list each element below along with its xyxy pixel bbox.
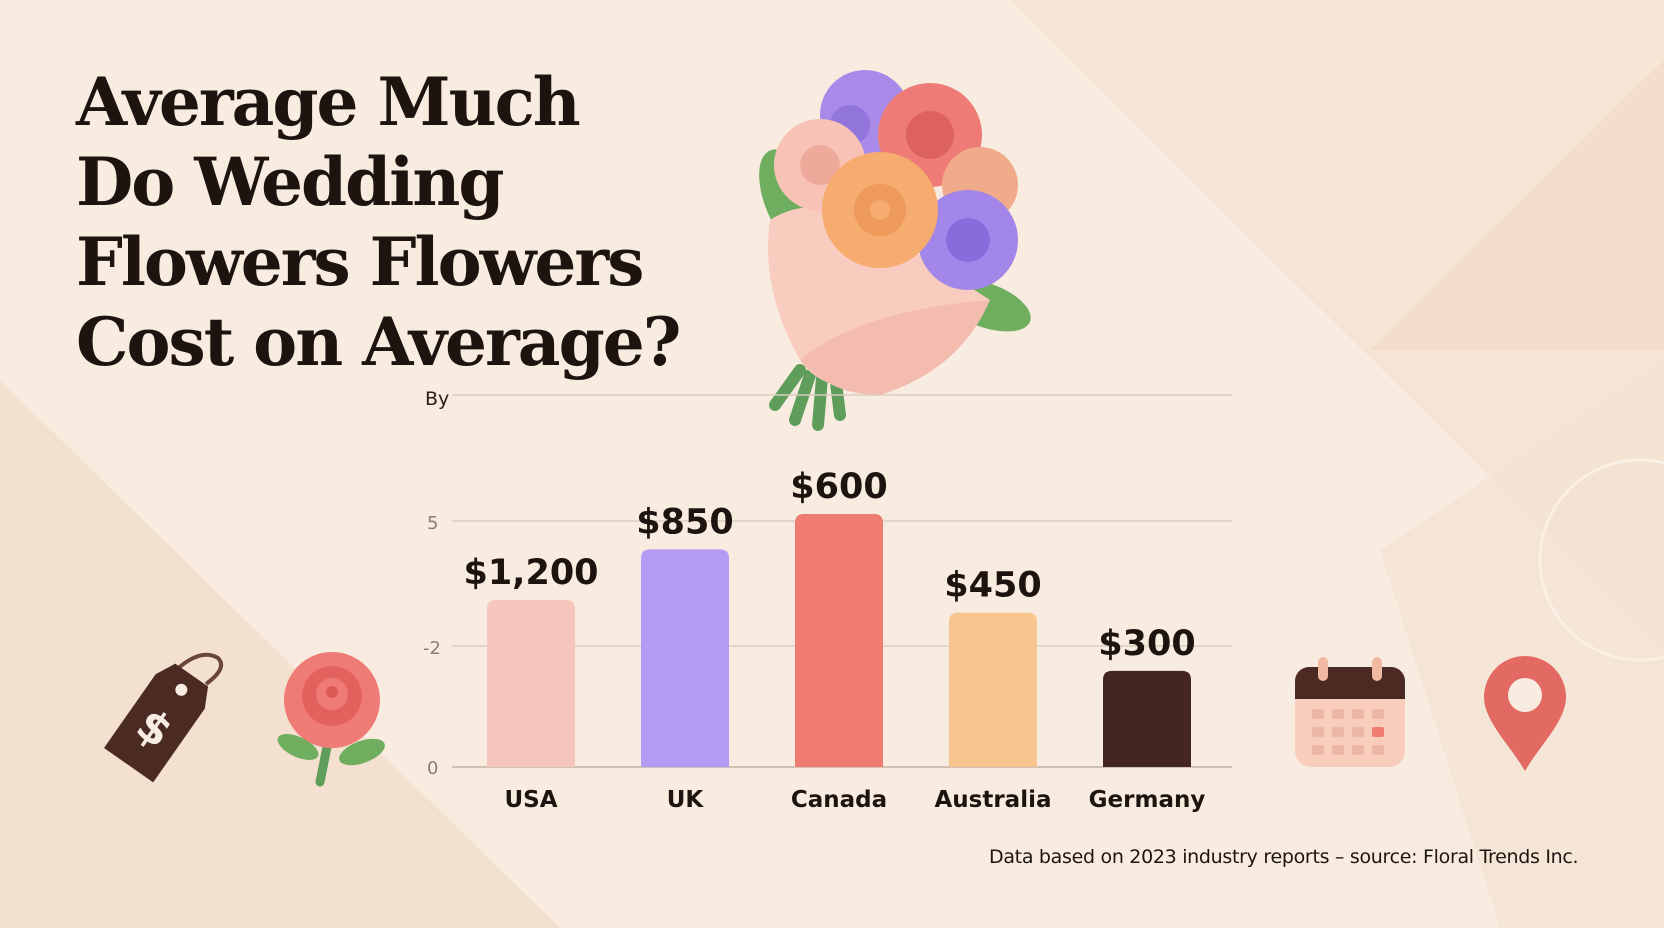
bouquet-icon	[759, 70, 1031, 431]
value-label: $850	[636, 502, 733, 542]
bar-australia	[949, 612, 1037, 767]
page-title: Average Much Do Wedding Flowers Flowers …	[76, 63, 681, 381]
y-tick-label: 0	[427, 758, 438, 779]
price-tag-icon: $	[104, 652, 223, 783]
bar-canada	[795, 514, 883, 767]
bars-layer: $1,200 USA $850 UK $600 Canada $450 Australia $3…	[463, 467, 1205, 813]
bar-germany	[1103, 670, 1191, 767]
x-tick-label: UK	[667, 787, 705, 813]
y-axis-label: By	[425, 388, 449, 410]
x-tick-label: Germany	[1089, 787, 1206, 813]
value-label: $300	[1098, 624, 1195, 664]
value-label: $1,200	[463, 553, 598, 593]
value-label: $450	[944, 566, 1041, 606]
calendar-icon	[1295, 657, 1405, 767]
y-tick-label: 5	[427, 513, 438, 534]
y-tick-label: -2	[423, 638, 441, 659]
bar-uk	[641, 549, 729, 767]
x-tick-label: USA	[504, 787, 557, 813]
location-pin-icon	[1484, 656, 1566, 771]
rose-icon	[277, 652, 385, 787]
x-tick-label: Canada	[791, 787, 887, 813]
value-label: $600	[790, 467, 887, 507]
bar-usa	[487, 600, 575, 767]
source-footnote: Data based on 2023 industry reports – so…	[989, 846, 1579, 868]
x-tick-label: Australia	[934, 787, 1051, 813]
